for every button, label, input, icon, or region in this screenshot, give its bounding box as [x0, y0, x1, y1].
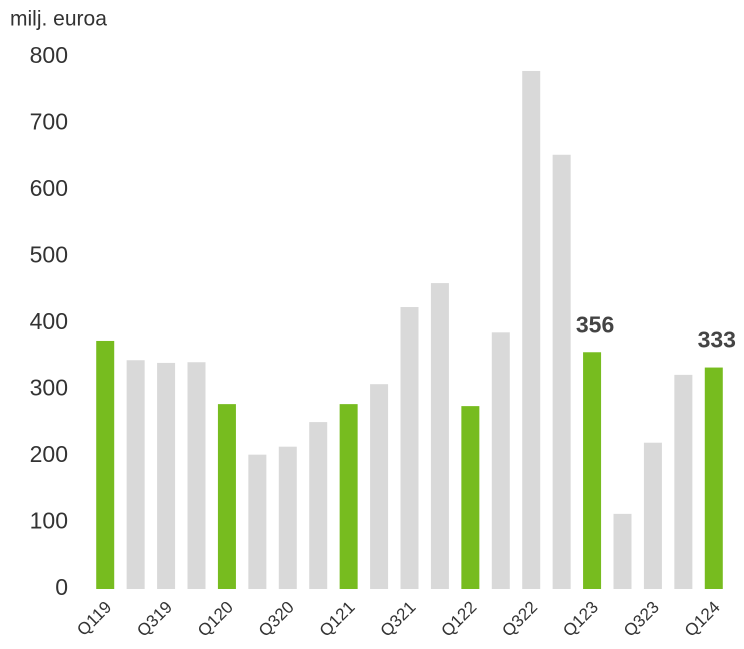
x-tick-label: Q124: [681, 598, 724, 641]
x-tick-label: Q119: [73, 598, 115, 640]
x-tick-label: Q120: [194, 598, 237, 641]
y-tick-label: 800: [30, 42, 68, 68]
bar: [522, 70, 541, 590]
y-tick-label: 100: [30, 508, 68, 534]
bar: [643, 442, 662, 589]
y-tick-label: 200: [30, 441, 68, 467]
bar: [157, 362, 176, 589]
bar: [248, 454, 267, 589]
bar: [187, 362, 206, 589]
value-label: 356: [576, 311, 614, 337]
y-tick-label: 500: [30, 242, 68, 268]
bar: [217, 404, 236, 589]
bar: [491, 332, 510, 589]
y-tick-label: 600: [30, 175, 68, 201]
x-tick-label: Q320: [255, 598, 298, 641]
y-axis-label: milj. euroa: [10, 8, 107, 31]
y-tick-label: 400: [30, 308, 68, 334]
bar: [278, 446, 297, 589]
y-tick-label: 300: [30, 375, 68, 401]
x-tick-label: Q121: [316, 598, 359, 641]
x-tick-label: Q323: [620, 598, 663, 641]
x-tick-label: Q321: [377, 598, 420, 641]
bar: [613, 513, 632, 589]
bar: [309, 422, 328, 589]
x-tick-label: Q123: [559, 598, 602, 641]
y-tick-label: 0: [55, 574, 68, 600]
x-tick-label: Q322: [498, 598, 541, 641]
bar: [370, 384, 389, 589]
bar: [96, 340, 115, 589]
y-tick-label: 700: [30, 109, 68, 135]
x-tick-label: Q122: [438, 598, 481, 641]
bar: [400, 307, 419, 589]
bar: [552, 154, 571, 589]
bar: [583, 352, 602, 589]
bar: [339, 404, 358, 589]
bar: [430, 283, 449, 589]
x-tick-label: Q319: [133, 598, 176, 641]
bar: [461, 406, 480, 589]
bar: [126, 360, 145, 589]
bar: [674, 374, 693, 589]
value-label: 333: [698, 327, 736, 353]
bar: [704, 367, 723, 589]
